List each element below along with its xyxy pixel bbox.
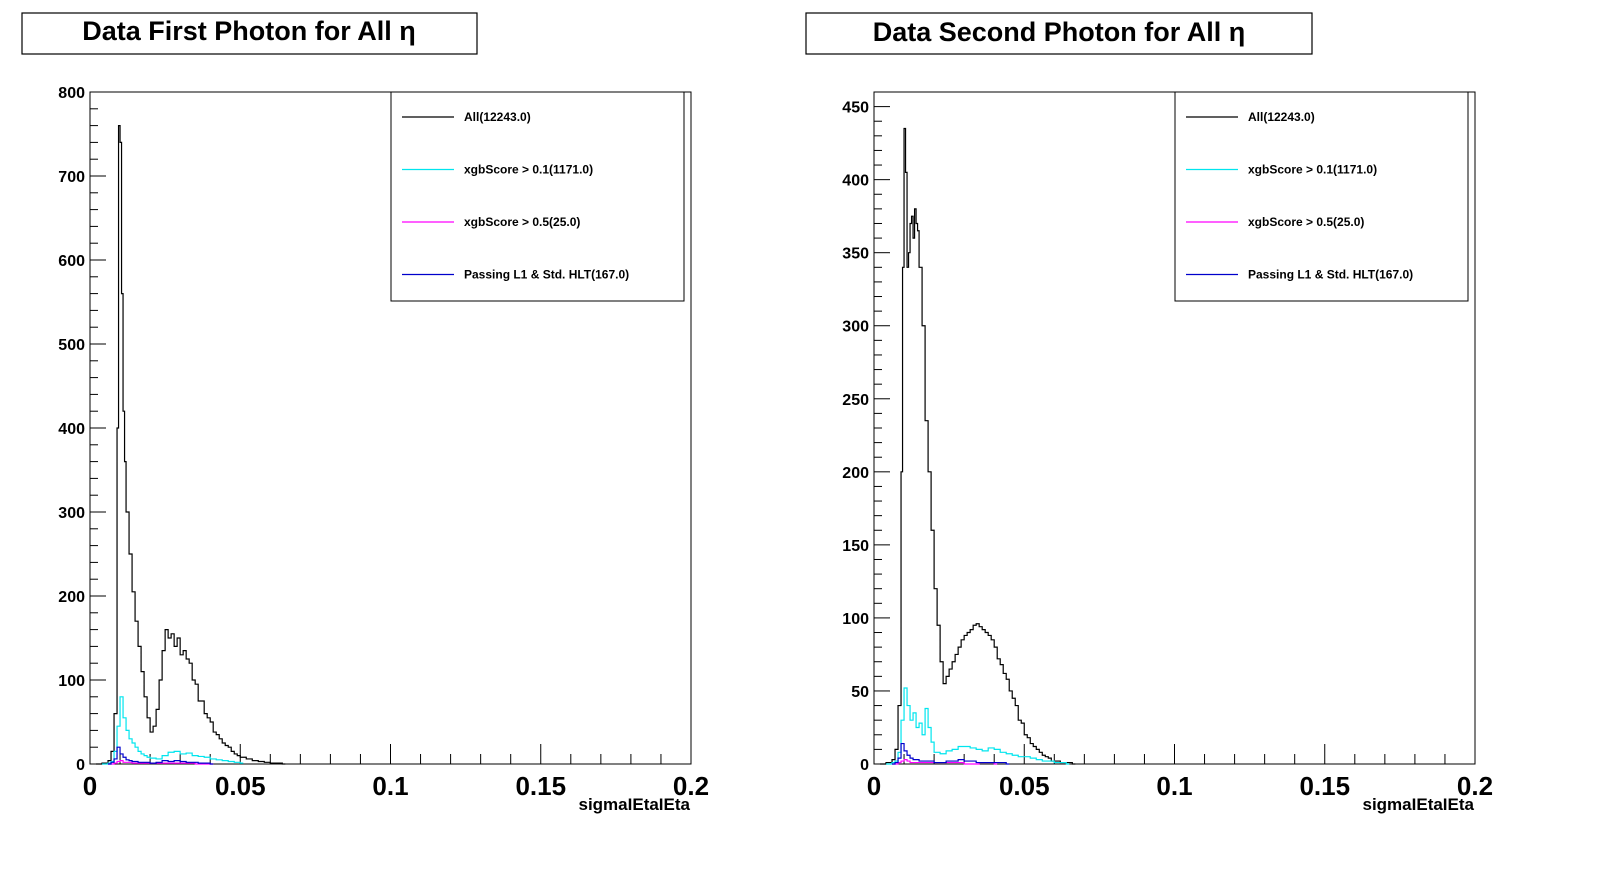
y-tick-label: 800 (58, 85, 85, 102)
series-line-3 (108, 746, 214, 765)
legend-entry: xgbScore > 0.1(1171.0) (1248, 163, 1377, 177)
x-axis-label: sigmaIEtaIEta (1363, 795, 1475, 814)
x-axis-label: sigmaIEtaIEta (579, 795, 691, 814)
chart-panel-first-photon: Data First Photon for All η 0 100 200 300 40… (21, 12, 709, 814)
series-line-2 (892, 759, 998, 765)
chart-panel-second-photon: Data Second Photon for All η 0 50 100 150 20… (805, 12, 1493, 814)
legend-box (1174, 91, 1469, 302)
series-line-2 (108, 760, 214, 765)
y-tick-label: 700 (58, 169, 85, 186)
title-box (805, 12, 1313, 55)
y-tick-label: 300 (842, 319, 869, 336)
series-line-1 (886, 687, 1070, 765)
x-axis: 0 0.05 0.1 0.15 0.2 (867, 744, 1493, 801)
series-line-0 (96, 125, 286, 765)
y-tick-label: 600 (58, 253, 85, 270)
y-tick-label: 500 (58, 337, 85, 354)
y-tick-label: 150 (842, 538, 869, 555)
y-axis: 0 50 100 150 200 250 300 350 400 450 (842, 100, 890, 774)
y-tick-label: 400 (58, 421, 85, 438)
legend: All(12243.0) xgbScore > 0.1(1171.0) xgbSco… (1186, 110, 1413, 282)
x-tick-label: 0.1 (1156, 771, 1192, 801)
y-tick-label: 200 (842, 465, 869, 482)
y-tick-label: 0 (76, 757, 85, 774)
series-line-1 (102, 696, 244, 765)
legend-entry: xgbScore > 0.5(25.0) (1248, 215, 1364, 229)
legend-entry: Passing L1 & Std. HLT(167.0) (464, 268, 629, 282)
y-tick-label: 100 (842, 611, 869, 628)
legend-entry: Passing L1 & Std. HLT(167.0) (1248, 268, 1413, 282)
legend: All(12243.0) xgbScore > 0.1(1171.0) xgbSco… (402, 110, 629, 282)
legend-box (390, 91, 685, 302)
legend-entry: All(12243.0) (1248, 110, 1315, 124)
legend-entry: xgbScore > 0.5(25.0) (464, 215, 580, 229)
title-box (21, 12, 478, 55)
histogram-series (880, 127, 1076, 765)
y-tick-label: 450 (842, 100, 869, 117)
y-axis: 0 100 200 300 400 500 600 700 800 (58, 85, 106, 774)
y-tick-label: 250 (842, 392, 869, 409)
x-tick-label: 0.05 (999, 771, 1050, 801)
x-tick-label: 0.2 (1457, 771, 1493, 801)
x-tick-label: 0.15 (515, 771, 566, 801)
series-line-0 (880, 127, 1076, 765)
legend-entry: All(12243.0) (464, 110, 531, 124)
histogram-series (96, 125, 286, 765)
x-tick-label: 0.1 (372, 771, 408, 801)
series-line-3 (892, 742, 1010, 765)
y-tick-label: 300 (58, 505, 85, 522)
x-axis: 0 0.05 0.1 0.15 0.2 (83, 744, 709, 801)
chart-title: Data Second Photon for All η (873, 17, 1246, 47)
y-tick-label: 50 (851, 684, 869, 701)
legend-entry: xgbScore > 0.1(1171.0) (464, 163, 593, 177)
x-tick-label: 0.15 (1299, 771, 1350, 801)
y-tick-label: 0 (860, 757, 869, 774)
x-tick-label: 0.05 (215, 771, 266, 801)
x-tick-label: 0 (83, 771, 97, 801)
y-tick-label: 400 (842, 173, 869, 190)
y-tick-label: 100 (58, 673, 85, 690)
x-tick-label: 0.2 (673, 771, 709, 801)
y-tick-label: 200 (58, 589, 85, 606)
x-tick-label: 0 (867, 771, 881, 801)
y-tick-label: 350 (842, 246, 869, 263)
chart-title: Data First Photon for All η (82, 16, 416, 46)
